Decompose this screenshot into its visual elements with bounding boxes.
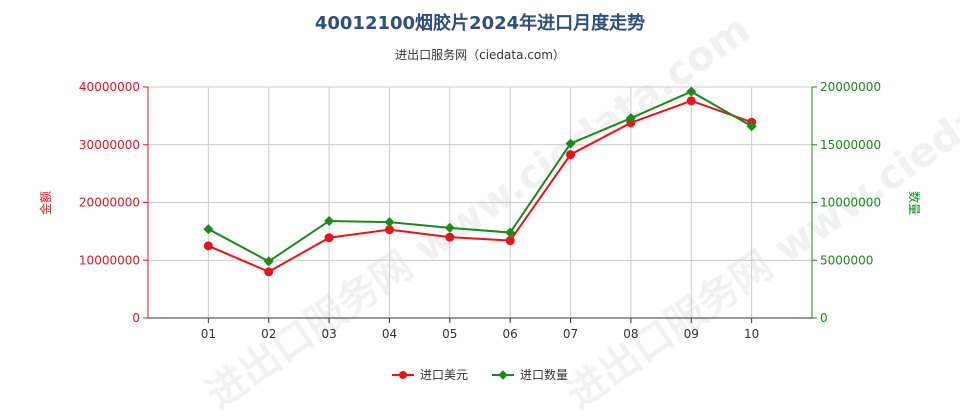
data-point-amount [445, 232, 455, 242]
series-line-quantity [207, 90, 753, 263]
y-right-tick-label: 5000000 [820, 253, 873, 267]
data-point-amount [566, 150, 576, 160]
x-tick-label: 01 [201, 327, 216, 341]
x-tick-label: 03 [321, 327, 336, 341]
x-tick-label: 09 [684, 327, 699, 341]
chart-subtitle: 进出口服务网（ciedata.com） [395, 48, 565, 62]
x-tick-label: 02 [261, 327, 276, 341]
data-point-amount [264, 267, 274, 277]
x-tick-label: 05 [442, 327, 457, 341]
chart-plot: 0 10000000 20000000 30000000 40000000 0 500000… [38, 80, 922, 341]
legend-item-amount[interactable]: 进口美元 [391, 366, 468, 383]
data-point-amount [505, 236, 515, 246]
x-tick-label: 06 [503, 327, 518, 341]
chart-title: 40012100烟胶片2024年进口月度走势 [314, 13, 646, 34]
data-point-quantity [444, 222, 455, 233]
x-tick-label: 04 [382, 327, 397, 341]
y-left-tick-label: 0 [132, 311, 140, 325]
y-left-tick-label: 20000000 [79, 196, 140, 210]
legend-label-amount: 进口美元 [419, 368, 468, 382]
legend-label-quantity: 进口数量 [520, 368, 569, 382]
data-point-quantity [746, 121, 757, 132]
data-point-quantity [505, 227, 516, 238]
data-point-quantity [686, 86, 697, 97]
data-point-quantity [625, 113, 636, 124]
data-point-amount [203, 241, 213, 251]
data-point-quantity [203, 224, 214, 235]
series-line-amount [207, 99, 752, 273]
y-left-tick-label: 40000000 [79, 80, 140, 94]
y-left-tick-label: 30000000 [79, 138, 140, 152]
legend-item-quantity[interactable]: 进口数量 [492, 366, 568, 383]
x-tick-label: 07 [563, 327, 578, 341]
data-point-quantity [263, 256, 274, 267]
y-left-axis-title: 金额 [38, 191, 53, 215]
y-left-tick-label: 10000000 [79, 253, 140, 267]
data-point-quantity [384, 217, 395, 228]
y-right-tick-label: 15000000 [820, 138, 881, 152]
data-point-amount [324, 233, 334, 243]
legend-swatch-quantity [492, 370, 514, 380]
y-right-tick-label: 10000000 [820, 196, 881, 210]
x-tick-label: 08 [623, 327, 638, 341]
y-right-tick-label: 20000000 [820, 80, 881, 94]
y-right-axis-title: 数量 [907, 191, 922, 215]
data-point-quantity [324, 215, 335, 226]
data-point-amount [384, 225, 394, 235]
y-right-tick-label: 0 [820, 311, 828, 325]
data-point-amount [686, 96, 696, 106]
data-point-quantity [565, 138, 576, 149]
x-tick-label: 10 [744, 327, 759, 341]
legend: 进口美元 进口数量 [0, 366, 960, 383]
legend-swatch-amount [391, 370, 414, 380]
